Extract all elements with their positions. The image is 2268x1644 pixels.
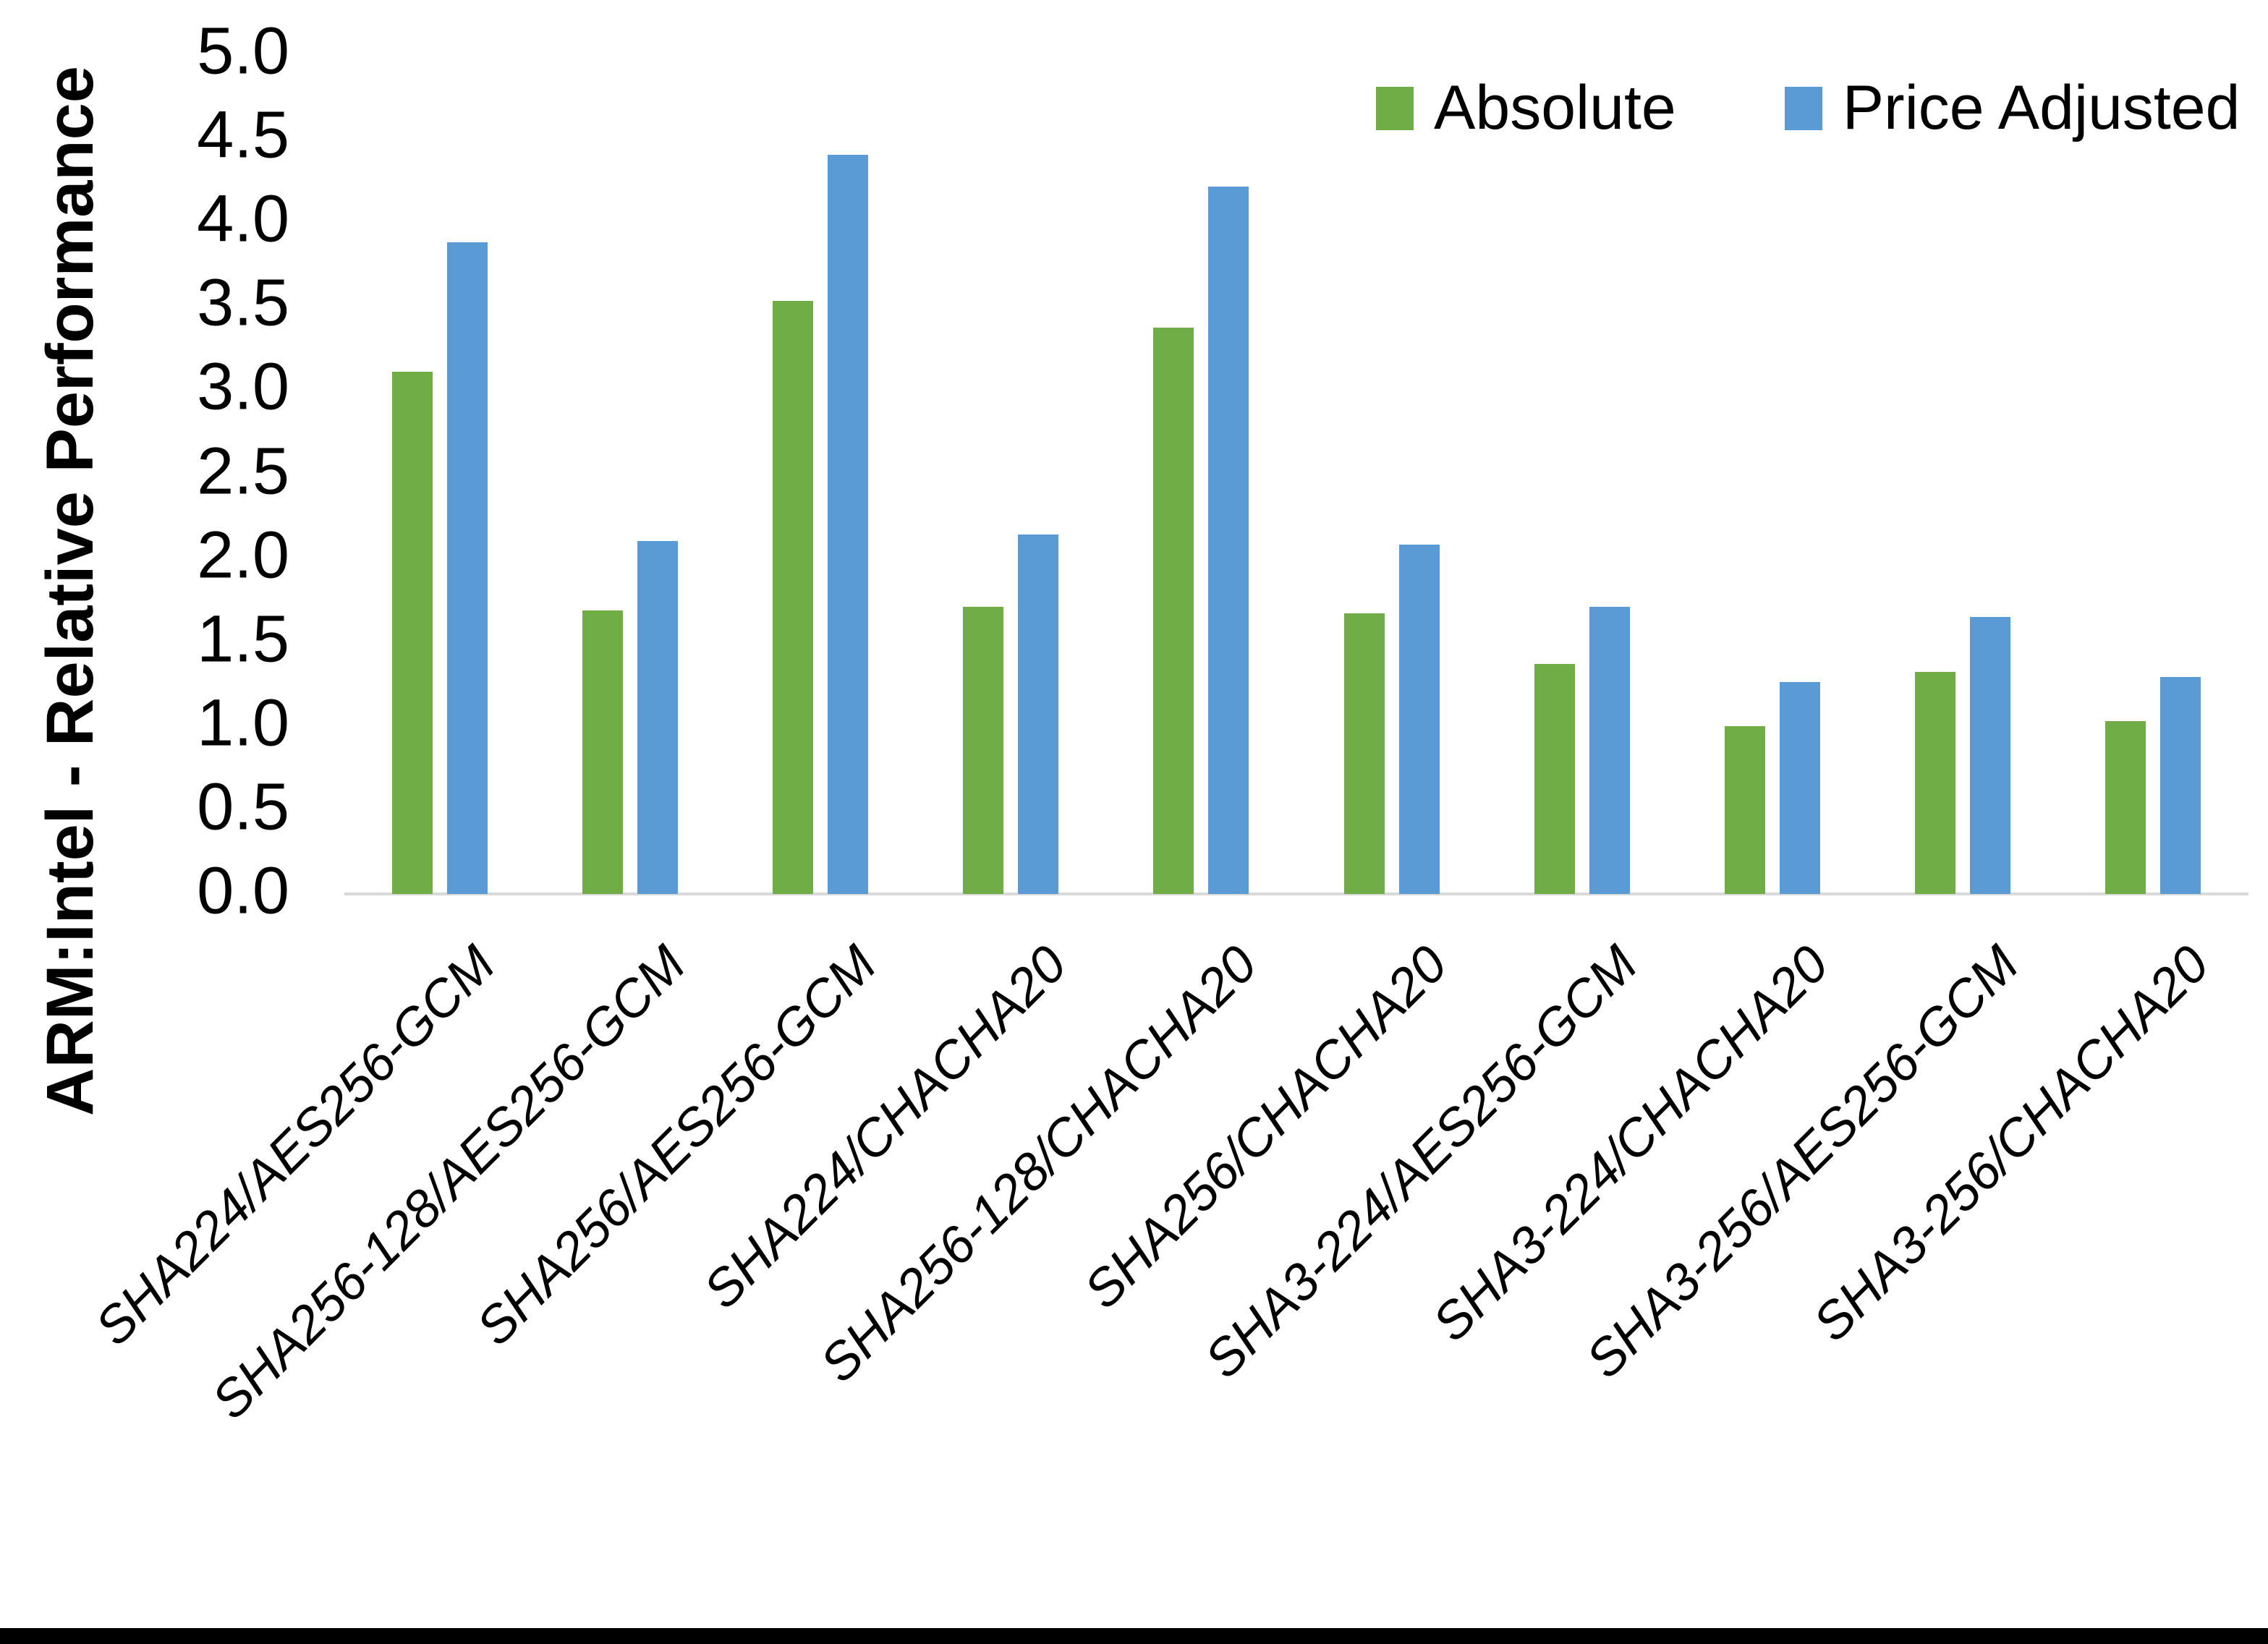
bar-group xyxy=(1296,54,1487,894)
legend-item-price-adjusted: Price Adjusted xyxy=(1784,72,2241,144)
x-axis-baseline xyxy=(344,893,2248,895)
bar-group xyxy=(1487,54,1677,894)
bar-price-adjusted xyxy=(1589,607,1630,894)
bar-absolute xyxy=(1343,613,1385,894)
y-tick-label: 3.5 xyxy=(197,265,289,340)
bar-absolute xyxy=(963,607,1004,894)
bar-price-adjusted xyxy=(1208,187,1249,894)
bar-absolute xyxy=(1724,726,1765,894)
y-tick-label: 3.0 xyxy=(197,349,289,424)
bar-absolute xyxy=(772,301,813,894)
legend-swatch-price-adjusted-icon xyxy=(1784,86,1822,130)
y-tick-label: 1.5 xyxy=(197,601,289,676)
y-tick-label: 4.0 xyxy=(197,182,289,256)
legend-swatch-absolute-icon xyxy=(1376,86,1414,130)
bar-absolute xyxy=(391,372,433,894)
bottom-edge-bar xyxy=(0,1628,2268,1644)
y-tick-label: 5.0 xyxy=(197,14,289,88)
bar-price-adjusted xyxy=(446,242,488,894)
bar-absolute xyxy=(1534,664,1575,894)
bar-absolute xyxy=(1153,328,1194,894)
bar-price-adjusted xyxy=(1018,534,1059,894)
legend-item-absolute: Absolute xyxy=(1376,72,1676,144)
bar-absolute xyxy=(1915,672,1956,894)
y-tick-label: 0.0 xyxy=(197,853,289,928)
x-category-label: SHA3-224/CHACHA20 xyxy=(1422,934,1840,1353)
bar-price-adjusted xyxy=(1779,682,1820,894)
bar-group xyxy=(1106,54,1296,894)
bar-group xyxy=(344,54,535,894)
bar-price-adjusted xyxy=(637,541,678,894)
x-category-label: SHA224/CHACHA20 xyxy=(692,934,1078,1320)
bar-price-adjusted xyxy=(1398,545,1440,894)
bar-group xyxy=(916,54,1106,894)
legend-label-absolute: Absolute xyxy=(1434,73,1676,142)
bar-absolute xyxy=(582,610,623,894)
bar-group xyxy=(725,54,915,894)
y-tick-label: 1.0 xyxy=(197,686,289,760)
y-tick-label: 4.5 xyxy=(197,98,289,172)
bar-price-adjusted xyxy=(1970,617,2011,894)
bar-group xyxy=(1677,54,1867,894)
bar-group xyxy=(2058,54,2248,894)
legend: Absolute Price Adjusted xyxy=(1376,72,2240,144)
y-tick-label: 2.0 xyxy=(197,517,289,592)
bar-price-adjusted xyxy=(827,155,868,894)
bar-price-adjusted xyxy=(2160,677,2201,894)
x-category-label: SHA256/CHACHA20 xyxy=(1073,934,1458,1320)
legend-label-price-adjusted: Price Adjusted xyxy=(1842,73,2241,142)
y-tick-label: 0.5 xyxy=(197,770,289,844)
bar-group xyxy=(535,54,725,894)
x-category-label: SHA3-256/CHACHA20 xyxy=(1802,934,2220,1353)
bar-group xyxy=(1868,54,2058,894)
bar-absolute xyxy=(2105,721,2146,894)
y-tick-label: 2.5 xyxy=(197,433,289,508)
